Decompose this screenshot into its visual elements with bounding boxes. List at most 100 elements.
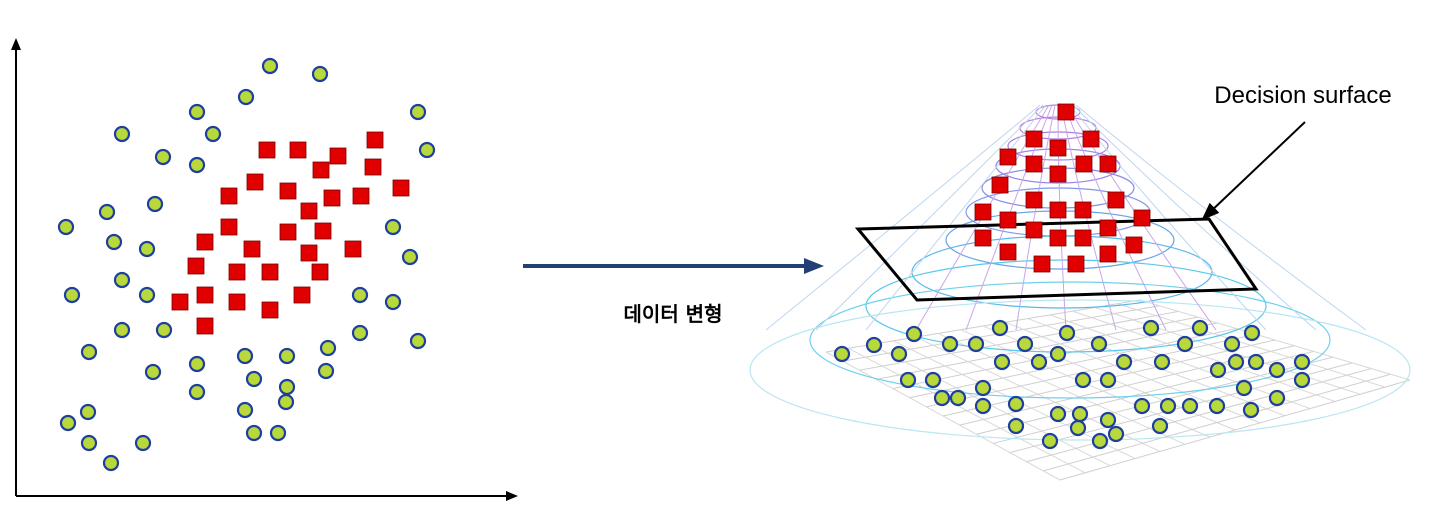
right-square [999,148,1017,166]
left-circle [278,378,296,396]
right-circle [1223,335,1241,353]
left-square [312,161,330,179]
right-circle [1293,371,1311,389]
right-circle [1115,353,1133,371]
left-circle [409,332,427,350]
left-square [196,233,214,251]
right-square-points [974,103,1151,273]
right-circle [1209,361,1227,379]
right-square [1099,245,1117,263]
right-circle [1176,335,1194,353]
decision-surface-label: Decision surface [1214,82,1391,109]
left-circle [98,203,116,221]
right-circle [991,319,1009,337]
left-circle [113,271,131,289]
left-square [220,187,238,205]
right-square [1125,236,1143,254]
pointer-arrow-icon [1201,121,1306,221]
right-circle [1151,417,1169,435]
left-circle [113,125,131,143]
right-square [1133,209,1151,227]
right-circle [833,345,851,363]
right-circle [993,353,1011,371]
left-square [289,141,307,159]
decision-plane [854,217,1259,302]
left-circle [146,195,164,213]
left-square [261,301,279,319]
right-circle [865,336,883,354]
mesh-line [1026,368,1372,463]
right-square [1074,229,1092,247]
mesh-ring [809,281,1331,399]
left-circle [384,293,402,311]
left-circle [236,401,254,419]
right-circle [1099,371,1117,389]
right-circle [1242,401,1260,419]
left-circle [188,103,206,121]
right-circle [1071,405,1089,423]
left-square [344,240,362,258]
left-square [300,244,318,262]
left-square [196,317,214,335]
right-circle [905,325,923,343]
right-circle [890,345,908,363]
right-square [1025,130,1043,148]
mesh-meridian [1072,104,1317,331]
left-circle [277,393,295,411]
right-circle [1159,397,1177,415]
mesh-meridian [1075,104,1367,331]
right-circle [1191,319,1209,337]
left-circle [245,370,263,388]
right-circle [1268,389,1286,407]
left-circle [138,240,156,258]
left-square [228,293,246,311]
right-square [1049,139,1067,157]
mesh-meridian [1063,104,1167,331]
right-square [1067,255,1085,273]
left-square [261,263,279,281]
left-circle [188,383,206,401]
left-circle [59,414,77,432]
left-square [329,147,347,165]
right-square [1099,155,1117,173]
right-circle [1016,335,1034,353]
right-square [1082,130,1100,148]
left-circle [188,156,206,174]
right-square [1025,191,1043,209]
left-square [366,131,384,149]
left-circle [79,403,97,421]
left-square [314,222,332,240]
left-square [311,263,329,281]
mesh-line [1043,373,1391,472]
right-circle [949,389,967,407]
right-square [1074,201,1092,219]
left-circle [134,434,152,452]
left-square-points [171,131,410,335]
mesh-meridian [1069,104,1267,331]
right-square [1107,191,1125,209]
right-square [991,176,1009,194]
right-circle [1074,371,1092,389]
mesh-meridian [765,104,1041,331]
left-circle [401,248,419,266]
left-square [392,179,410,197]
right-circle [1069,419,1087,437]
mesh-line [1117,303,1386,388]
right-square [974,229,992,247]
left-square [228,263,246,281]
right-circle [1007,395,1025,413]
left-circle [278,347,296,365]
left-circle [236,347,254,365]
right-circle [1107,425,1125,443]
right-circle [1049,345,1067,363]
right-square [999,243,1017,261]
right-circle [1041,432,1059,450]
right-square [1099,219,1117,237]
left-square [187,257,205,275]
mesh-ring [865,259,1267,353]
right-square [1049,165,1067,183]
right-circle [1235,379,1253,397]
left-circle [102,454,120,472]
right-square [1049,229,1067,247]
left-circle [154,148,172,166]
